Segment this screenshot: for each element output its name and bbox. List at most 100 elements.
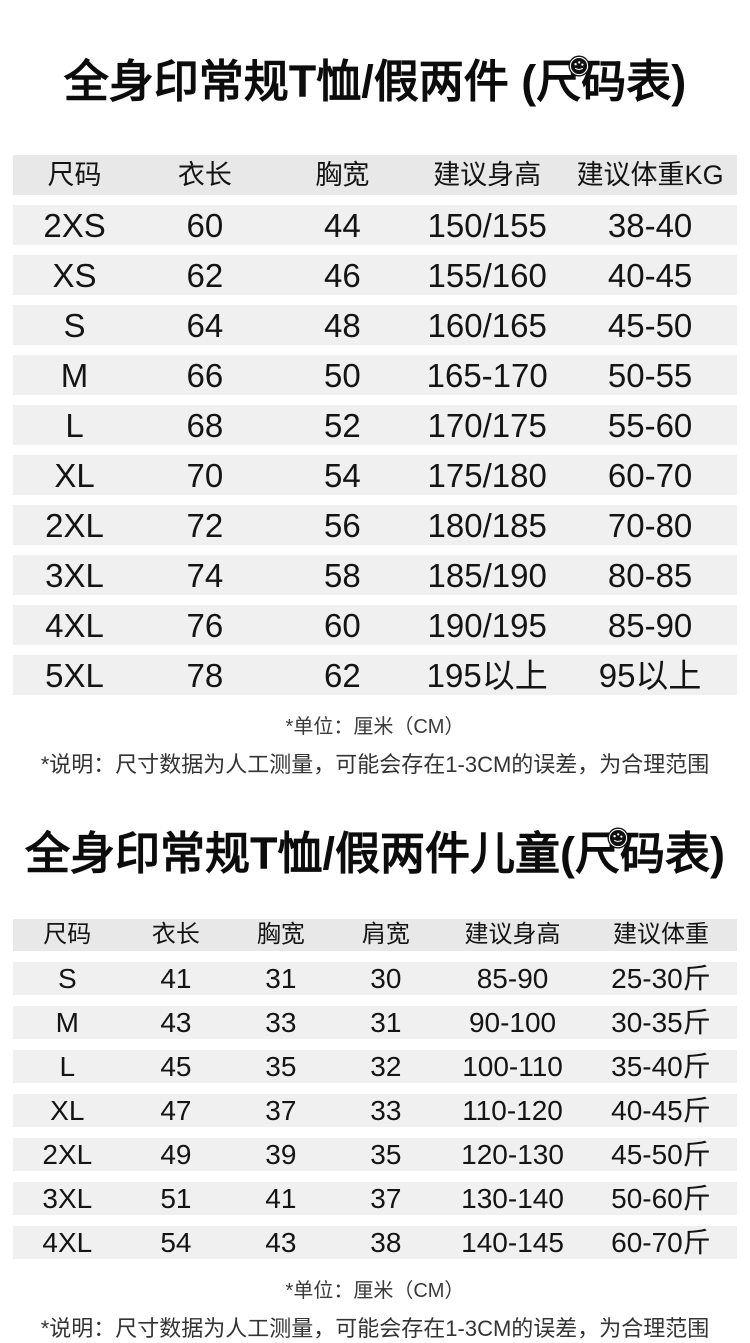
table-cell: 49 [160, 1138, 192, 1170]
table-cell: 30 [370, 962, 402, 994]
table-cell: 62 [324, 656, 361, 694]
table-row: L 45 35 32 100-110 35-40斤 [13, 1050, 737, 1084]
adult-disclaimer-note: *说明：尺寸数据为人工测量，可能会存在1-3CM的误差，为合理范围 [40, 752, 710, 778]
column-header: 尺码 [43, 921, 92, 949]
table-cell: 50-55 [607, 356, 693, 394]
table-cell: 72 [186, 506, 224, 544]
table-cell: 50 [324, 356, 361, 394]
table-cell: 35-40斤 [611, 1050, 711, 1082]
table-cell: XL [54, 456, 95, 494]
table-cell: 43 [265, 1226, 297, 1258]
adult-table-header: 尺码 衣长 胸宽 建议身高 建议体重KG [13, 155, 737, 196]
table-row: M 66 50 165-170 50-55 [13, 355, 737, 396]
table-cell: 51 [160, 1182, 192, 1214]
table-cell: 70 [186, 456, 224, 494]
table-cell: 46 [324, 256, 361, 294]
table-cell: 120-130 [461, 1138, 564, 1170]
adult-title-part2: 码表) [581, 56, 687, 108]
table-cell: 60-70斤 [611, 1226, 711, 1258]
table-cell: 140-145 [461, 1226, 564, 1258]
adult-unit-note: *单位：厘米（CM） [285, 716, 465, 739]
table-cell: 45 [160, 1050, 192, 1082]
table-cell: 38 [370, 1226, 402, 1258]
kids-title-char-text: 尺 [574, 827, 620, 879]
kids-table-body: S 41 31 30 85-90 25-30斤 M 43 33 31 90-100 30-35斤 L 45… [0, 962, 750, 1260]
table-cell: 4XL [42, 1226, 93, 1258]
table-cell: 165-170 [426, 356, 548, 394]
table-row: L 68 52 170/175 55-60 [13, 405, 737, 446]
table-cell: 3XL [45, 556, 104, 594]
column-header: 胸宽 [315, 159, 370, 190]
table-row: S 64 48 160/165 45-50 [13, 305, 737, 346]
table-cell: 50-60斤 [611, 1182, 711, 1214]
table-row: 4XL 54 43 38 140-145 60-70斤 [13, 1226, 737, 1260]
table-cell: 90-100 [468, 1006, 557, 1038]
table-cell: 31 [370, 1006, 402, 1038]
table-cell: 160/165 [427, 306, 547, 344]
table-row: 5XL 78 62 195以上 95以上 [13, 655, 737, 696]
table-cell: 38-40 [607, 206, 693, 244]
table-cell: 41 [160, 962, 192, 994]
table-cell: 60 [324, 606, 361, 644]
table-cell: XS [52, 256, 97, 294]
table-cell: 54 [160, 1226, 192, 1258]
table-cell: 2XL [45, 506, 104, 544]
table-cell: 43 [160, 1006, 192, 1038]
table-cell: 33 [370, 1094, 402, 1126]
table-cell: L [65, 406, 84, 444]
table-cell: 175/180 [427, 456, 547, 494]
table-cell: 62 [186, 256, 224, 294]
table-cell: 185/190 [427, 556, 547, 594]
column-header: 衣长 [177, 159, 232, 190]
table-row: 2XS 60 44 150/155 38-40 [13, 205, 737, 246]
table-cell: 66 [186, 356, 224, 394]
table-row: XL 70 54 175/180 60-70 [13, 455, 737, 496]
table-cell: 78 [186, 656, 224, 694]
kids-disclaimer-note: *说明：尺寸数据为人工测量，可能会存在1-3CM的误差，为合理范围 [40, 1316, 710, 1342]
table-cell: 150/155 [427, 206, 547, 244]
column-header: 尺码 [47, 159, 102, 190]
size-chart-sheet: 全身印常规T恤/假两件 (尺码表) 尺码 衣长 胸宽 建议身高 建议体重KG 2XS 60… [0, 30, 750, 1341]
column-header: 建议身高 [433, 159, 542, 190]
adult-table-body: 2XS 60 44 150/155 38-40 XS 62 46 155/160 40-45 S 64… [0, 205, 750, 696]
table-cell: 80-85 [607, 556, 693, 594]
table-row: 3XL 51 41 37 130-140 50-60斤 [13, 1182, 737, 1216]
table-cell: M [55, 1006, 79, 1038]
kids-table-header: 尺码 衣长 胸宽 肩宽 建议身高 建议体重 [13, 919, 737, 952]
adult-size-chart-section: 全身印常规T恤/假两件 (尺码表) 尺码 衣长 胸宽 建议身高 建议体重KG 2XS 60… [0, 30, 750, 779]
table-cell: 155/160 [427, 256, 547, 294]
table-cell: 37 [265, 1094, 297, 1126]
table-cell: 44 [324, 206, 361, 244]
table-cell: 60 [186, 206, 224, 244]
adult-chart-title: 全身印常规T恤/假两件 (尺码表) [0, 30, 750, 125]
table-cell: 195以上 [426, 656, 548, 694]
table-cell: L [59, 1050, 76, 1082]
table-cell: 47 [160, 1094, 192, 1126]
table-cell: 32 [370, 1050, 402, 1082]
table-cell: 64 [186, 306, 224, 344]
table-row: M 43 33 31 90-100 30-35斤 [13, 1006, 737, 1040]
table-cell: 40-45 [607, 256, 693, 294]
table-cell: 33 [265, 1006, 297, 1038]
table-cell: 170/175 [427, 406, 547, 444]
table-cell: 68 [186, 406, 224, 444]
table-cell: 48 [324, 306, 361, 344]
table-cell: 35 [370, 1138, 402, 1170]
table-cell: 76 [186, 606, 224, 644]
table-cell: S [57, 962, 77, 994]
table-cell: 40-45斤 [611, 1094, 711, 1126]
kids-unit-note: *单位：厘米（CM） [285, 1280, 465, 1303]
kids-title-part2: 码表) [620, 827, 725, 879]
table-cell: 74 [186, 556, 224, 594]
table-cell: 110-120 [462, 1094, 563, 1126]
table-cell: 55-60 [607, 406, 693, 444]
table-cell: XL [50, 1094, 85, 1126]
kids-size-chart-section: 全身印常规T恤/假两件儿童(尺码表) 尺码 衣长 胸宽 肩宽 建议身高 建议体重 S 41 3… [0, 809, 750, 1343]
table-row: 2XL 72 56 180/185 70-80 [13, 505, 737, 546]
table-cell: 85-90 [476, 962, 549, 994]
table-row: 4XL 76 60 190/195 85-90 [13, 605, 737, 646]
table-cell: 41 [265, 1182, 297, 1214]
adult-title-char-text: 尺 [536, 56, 582, 108]
table-cell: 180/185 [427, 506, 547, 544]
table-cell: 85-90 [607, 606, 693, 644]
